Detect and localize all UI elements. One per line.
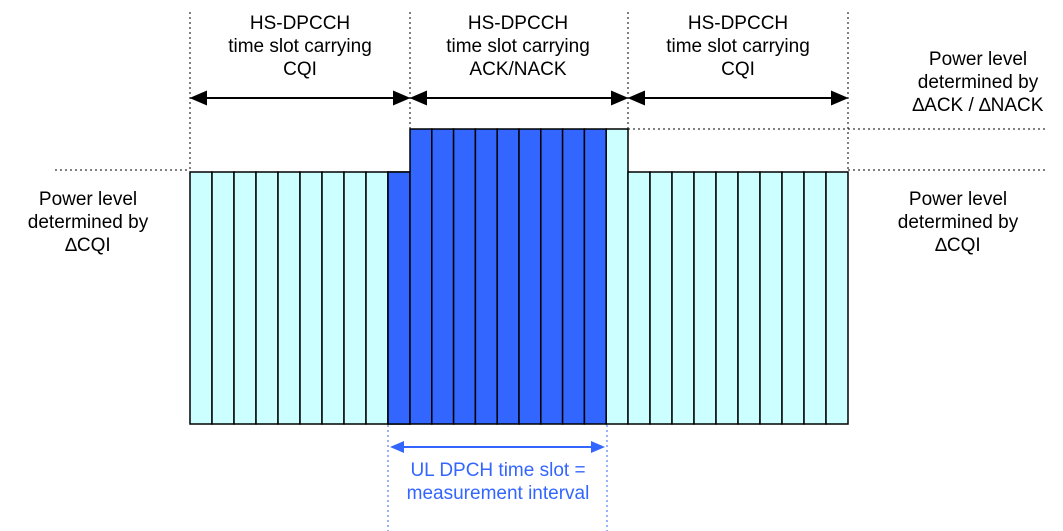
power-bars [189, 128, 849, 425]
cqi-bar [189, 171, 213, 425]
cqi-bar [803, 171, 827, 425]
cqi-bar [233, 171, 257, 425]
cqi-bar [825, 171, 849, 425]
ack-bar [431, 128, 455, 425]
slot-label-right: HS-DPCCH time slot carrying CQI [666, 13, 810, 80]
ack-bar [583, 128, 607, 425]
measurement-marker [387, 425, 608, 531]
slot-label-middle: HS-DPCCH time slot carrying ACK/NACK [446, 13, 590, 80]
cqi-bar [365, 171, 389, 425]
measure-arrow-head-r [591, 441, 605, 453]
slot-label-left: HS-DPCCH time slot carrying CQI [228, 13, 372, 80]
cqi-bar [671, 171, 695, 425]
cqi-bar [255, 171, 279, 425]
arrow-middle-head-l [409, 90, 427, 106]
cqi-bar [781, 171, 805, 425]
arrow-left-head-l [189, 90, 207, 106]
measure-bar [387, 171, 411, 425]
power-label-ack: Power level determined by ∆ACK / ∆NACK [912, 49, 1044, 116]
arrow-right-head-r [831, 90, 849, 106]
cqi-bar [277, 171, 301, 425]
power-label-cqi-left: Power level determined by ∆CQI [27, 189, 149, 256]
ack-bar [518, 128, 542, 425]
ack-bar [561, 128, 586, 425]
ack-bar [409, 128, 433, 425]
measurement-label: UL DPCH time slot = measurement interval [406, 460, 590, 504]
cqi-bar [649, 171, 673, 425]
ack-bar-light [605, 128, 629, 425]
measure-arrow-head-l [390, 441, 404, 453]
cqi-bar [627, 171, 651, 425]
slot-arrows [189, 90, 849, 106]
cqi-bar [321, 171, 345, 425]
slot-boundary-lines [189, 12, 849, 214]
arrow-left-head-r [393, 90, 411, 106]
cqi-bar [693, 171, 717, 425]
cqi-bar [299, 171, 323, 425]
cqi-bar [715, 171, 739, 425]
ack-bar [452, 128, 477, 425]
power-label-cqi-right: Power level determined by ∆CQI [897, 189, 1019, 256]
cqi-bar [343, 171, 367, 425]
ack-bar [496, 128, 520, 425]
cqi-bar [211, 171, 235, 425]
arrow-right-head-l [627, 90, 645, 106]
cqi-bar [759, 171, 783, 425]
arrow-middle-head-r [611, 90, 629, 106]
ack-bar [474, 128, 498, 425]
cqi-bar [737, 171, 761, 425]
ack-bar [540, 128, 564, 425]
